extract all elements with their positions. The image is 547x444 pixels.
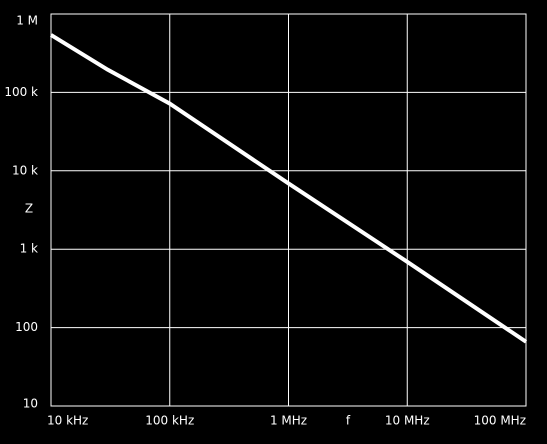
y-tick-label: 100 k: [4, 85, 38, 99]
x-tick-label: 1 MHz: [270, 414, 307, 428]
impedance-line: [49, 33, 528, 344]
x-tick-label: 10 MHz: [385, 414, 430, 428]
x-tick-label: 100 MHz: [474, 414, 526, 428]
y-tick-label: 1 k: [20, 242, 38, 256]
y-axis-label: Z: [25, 202, 33, 216]
x-axis-label: f: [346, 414, 351, 428]
y-tick-label: 100: [15, 320, 38, 334]
y-tick-label: 1 M: [16, 14, 38, 28]
x-tick-label: 100 kHz: [145, 414, 194, 428]
y-tick-label: 10: [23, 397, 38, 411]
y-tick-label: 10 k: [12, 163, 38, 177]
x-tick-label: 10 kHz: [47, 414, 88, 428]
